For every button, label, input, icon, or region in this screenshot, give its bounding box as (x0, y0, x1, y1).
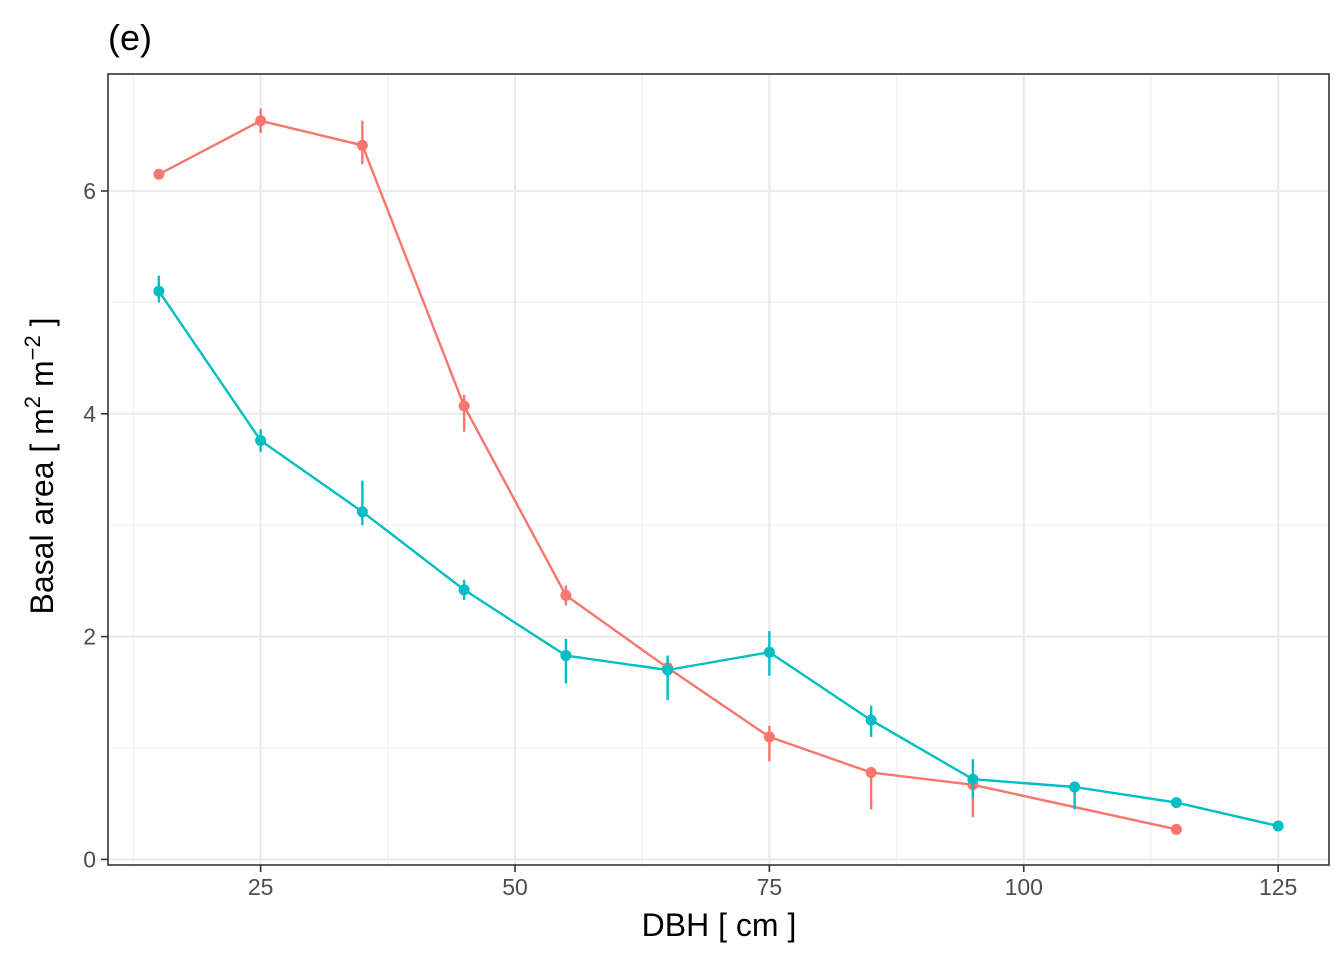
data-point (255, 435, 267, 447)
data-point (560, 650, 572, 662)
data-point (255, 115, 267, 127)
data-point (865, 714, 877, 726)
series-line (158, 119, 1177, 831)
data-point (662, 664, 674, 676)
x-tick-label: 75 (757, 874, 783, 900)
data-point (153, 168, 165, 180)
y-tick-label: 6 (83, 178, 96, 204)
chart-title: (e) (108, 17, 152, 58)
y-axis-title-sup1: 2 (20, 396, 45, 408)
data-point (153, 285, 165, 297)
y-axis-title-end: ] (24, 318, 60, 336)
x-axis: 25 50 75 100 125 (248, 865, 1297, 900)
series-line (157, 290, 1279, 828)
y-axis-title: Basal area [ m2 m−2 ] (20, 318, 60, 615)
series-layer (153, 108, 1284, 835)
x-tick-label: 100 (1005, 874, 1043, 900)
data-point (1170, 823, 1182, 835)
data-point (1069, 781, 1081, 793)
y-tick-label: 0 (83, 846, 96, 872)
minor-gridlines (108, 74, 1329, 865)
y-axis-title-sup2: −2 (20, 335, 45, 360)
data-point (763, 646, 775, 658)
data-point (763, 731, 775, 743)
data-point (967, 773, 979, 785)
x-tick-label: 125 (1259, 874, 1297, 900)
data-point (1170, 797, 1182, 809)
y-axis-title-main: Basal area [ m (24, 408, 60, 614)
data-point (356, 506, 368, 518)
data-point (458, 400, 470, 412)
x-axis-title: DBH [ cm ] (642, 907, 797, 943)
y-axis: 0 2 4 6 (83, 178, 108, 872)
major-gridlines (108, 74, 1329, 865)
x-tick-label: 50 (502, 874, 528, 900)
data-point (1272, 820, 1284, 832)
panel-border (107, 73, 1330, 866)
y-tick-label: 4 (83, 401, 96, 427)
data-point (458, 584, 470, 596)
y-axis-title-mid: m (24, 360, 60, 396)
series-2 (153, 275, 1284, 832)
data-point (560, 589, 572, 601)
data-point (865, 767, 877, 779)
x-tick-label: 25 (248, 874, 274, 900)
y-tick-label: 2 (83, 624, 96, 650)
data-point (356, 139, 368, 151)
